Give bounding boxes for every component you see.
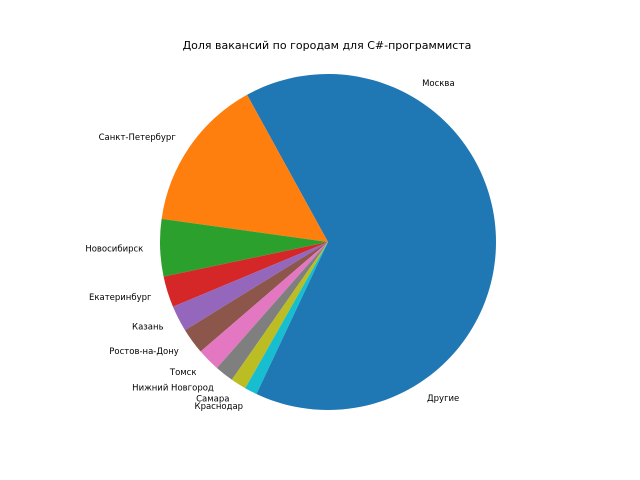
pie-label-2: Новосибирск: [85, 244, 143, 254]
pie-label-4: Казань: [132, 322, 164, 332]
pie-slice-4: [172, 242, 328, 331]
pie-label-6: Томск: [169, 368, 197, 378]
pie-label-9: Краснодар: [195, 402, 244, 412]
pie-label-3: Екатеринбург: [89, 293, 152, 303]
pie-slice-5: [185, 242, 328, 352]
pie-slice-3: [163, 242, 328, 307]
pie-label-5: Ростов-на-Дону: [109, 347, 179, 357]
pie-label-7: Нижний Новгород: [132, 383, 214, 393]
pie-slice-8: [231, 242, 328, 389]
pie-slices: [160, 73, 496, 411]
pie-slice-7: [216, 242, 328, 380]
pie-slice-10: [256, 242, 496, 411]
pie-slice-1: [161, 94, 328, 242]
pie-slice-6: [200, 242, 328, 369]
pie-label-8: Самара: [196, 394, 229, 404]
pie-label-0: Москва: [422, 79, 455, 89]
pie-slice-9: [245, 242, 328, 395]
pie-label-10: Другие: [427, 394, 459, 404]
pie-label-1: Санкт-Петербург: [99, 133, 177, 143]
pie-labels: Москва Санкт-Петербург Новосибирск Екатерин…: [85, 79, 459, 412]
pie-slice-0: [247, 73, 496, 242]
pie-slice-2: [160, 218, 328, 277]
chart-title: Доля вакансий по городам для C#-программ…: [183, 39, 472, 52]
